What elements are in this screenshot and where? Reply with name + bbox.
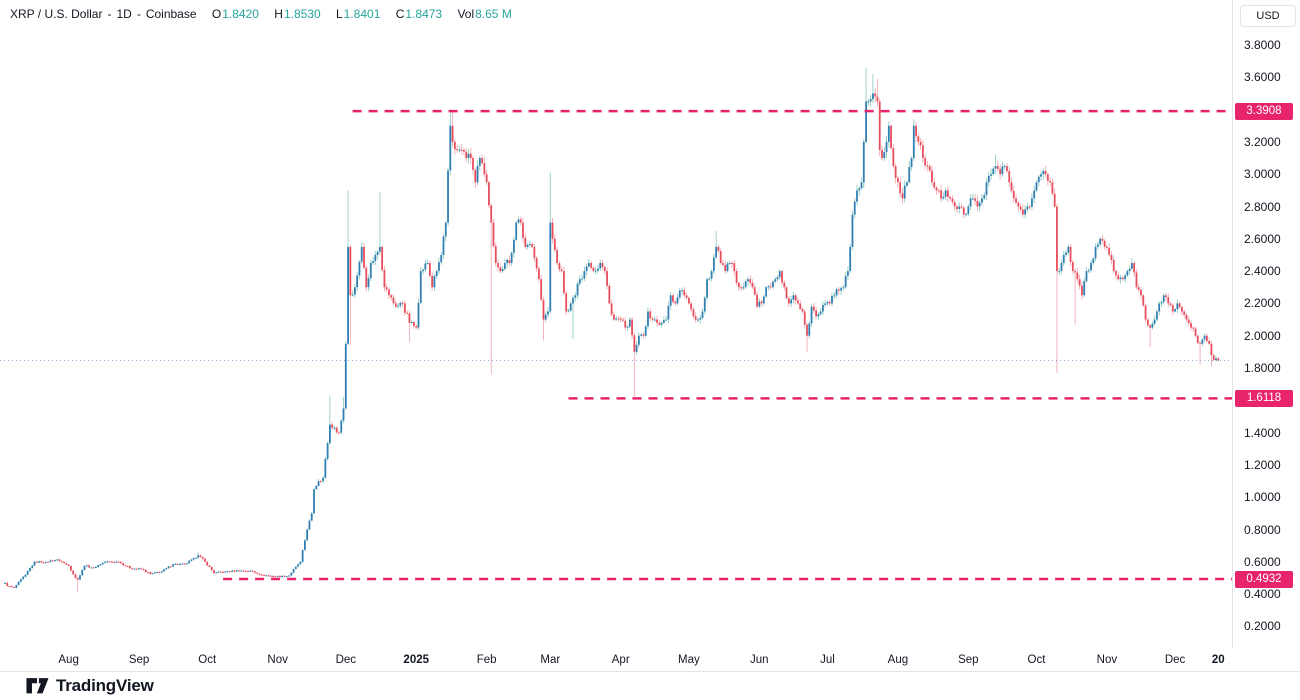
volume-value: 8.65 M — [475, 7, 512, 21]
high-label: H — [274, 7, 283, 21]
time-tick-label: May — [677, 654, 700, 666]
open-value: 1.8420 — [222, 7, 259, 21]
price-tick-label: 1.0000 — [1244, 490, 1281, 505]
exchange-label[interactable]: Coinbase — [145, 7, 197, 21]
price-tick-label: 2.6000 — [1244, 231, 1281, 246]
open-label: O — [211, 7, 222, 21]
price-tick-label: 3.0000 — [1244, 167, 1281, 182]
time-tick-label: Nov — [1096, 654, 1118, 666]
price-axis[interactable]: 3.3908 1.6118 0.4932 3.8000 3.6000 3.2000 3.00… — [1233, 0, 1300, 671]
time-tick-label: Sep — [958, 654, 979, 666]
time-tick-label: Oct — [1027, 654, 1046, 666]
price-level-badge: 3.3908 — [1235, 102, 1293, 120]
interval-label[interactable]: 1D — [116, 7, 132, 21]
time-tick-label: Mar — [540, 654, 561, 666]
close-value: 1.8473 — [405, 7, 443, 21]
time-tick-label: Aug — [887, 654, 909, 666]
low-label: L — [335, 7, 343, 21]
time-tick-label: Feb — [476, 654, 497, 666]
close-label: C — [395, 7, 405, 21]
symbol-legend: XRP / U.S. Dollar -1D - Coinbase O1.8420 H1… — [10, 7, 512, 21]
price-tick-label: 2.0000 — [1244, 328, 1281, 343]
price-tick-label: 3.8000 — [1244, 38, 1281, 52]
price-tick-label: 2.4000 — [1244, 264, 1281, 279]
price-tick-label: 2.8000 — [1244, 199, 1281, 214]
low-value: 1.8401 — [343, 7, 381, 21]
time-tick-label: Nov — [267, 654, 288, 666]
volume-label: Vol — [457, 7, 475, 21]
tradingview-logo-icon — [26, 678, 49, 694]
time-tick-label: 20 — [1211, 654, 1225, 666]
price-level-badge: 0.4932 — [1235, 570, 1293, 588]
price-tick-label: 0.4000 — [1244, 587, 1281, 602]
tradingview-logo-text: TradingView — [56, 676, 154, 695]
time-tick-label: Apr — [611, 654, 630, 666]
price-tick-label: 2.2000 — [1244, 296, 1281, 311]
time-tick-label: Dec — [1164, 654, 1186, 666]
price-tick-label: 0.6000 — [1244, 554, 1281, 569]
high-value: 1.8530 — [283, 7, 321, 21]
time-tick-label: Jul — [820, 654, 835, 666]
price-tick-label: 0.2000 — [1244, 619, 1281, 634]
legend-separator: - — [107, 7, 112, 21]
legend-separator: - — [136, 7, 141, 21]
time-axis[interactable]: Aug Sep Oct Nov Dec 2025 Feb Mar Apr May Jun Jul Aug… — [0, 648, 1300, 671]
time-tick-label: Sep — [128, 654, 150, 666]
symbol-title[interactable]: XRP / U.S. Dollar — [10, 7, 103, 21]
time-tick-label: Dec — [335, 654, 357, 666]
price-tick-label: 1.2000 — [1244, 457, 1281, 472]
price-level-badge: 1.6118 — [1235, 389, 1293, 407]
time-tick-label: Oct — [198, 654, 217, 666]
price-tick-label: 1.4000 — [1244, 425, 1281, 440]
currency-toggle[interactable]: USD — [1240, 5, 1296, 27]
price-tick-label: 3.6000 — [1244, 70, 1281, 85]
price-tick-label: 3.2000 — [1244, 134, 1281, 149]
time-tick-label: Aug — [58, 654, 79, 666]
price-tick-label: 1.8000 — [1244, 361, 1281, 375]
tradingview-logo[interactable]: TradingView — [26, 676, 154, 696]
price-tick-label: 0.8000 — [1244, 522, 1281, 537]
time-tick-label: 2025 — [403, 654, 430, 666]
time-tick-label: Jun — [750, 654, 769, 666]
